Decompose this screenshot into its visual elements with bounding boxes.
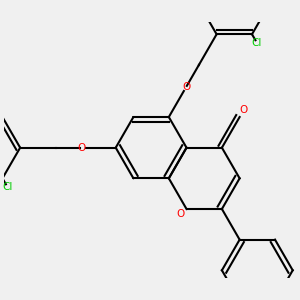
Text: O: O <box>239 105 248 115</box>
Text: O: O <box>77 143 86 153</box>
Text: Cl: Cl <box>252 38 262 48</box>
Text: Cl: Cl <box>2 182 13 192</box>
Text: O: O <box>176 209 185 219</box>
Text: O: O <box>182 82 190 92</box>
